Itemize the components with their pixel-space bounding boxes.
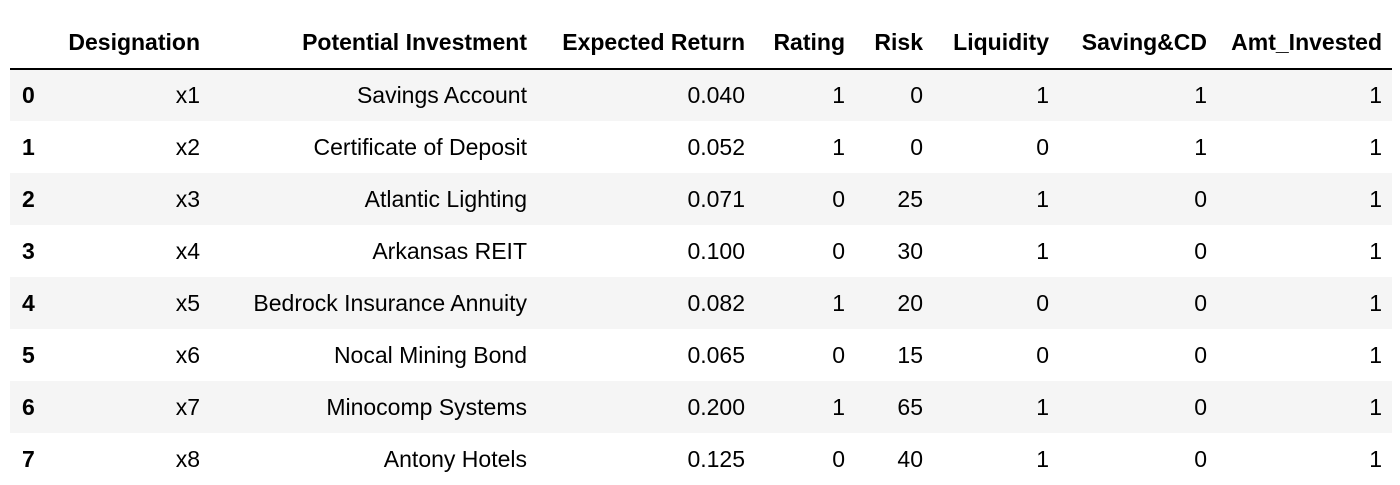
cell-designation: x3: [175, 185, 200, 212]
cell-saving-cd: 0: [1194, 289, 1207, 316]
dataframe-table: Designation Potential Investment Expecte…: [10, 16, 1392, 485]
cell-rating: 0: [832, 341, 845, 368]
cell-designation: x2: [175, 133, 200, 160]
cell-saving-cd: 0: [1194, 393, 1207, 420]
cell-rating: 1: [832, 82, 845, 108]
cell-liquidity: 1: [1036, 82, 1049, 108]
cell-saving-cd: 0: [1194, 341, 1207, 368]
cell-risk: 20: [897, 289, 923, 316]
cell-amt-invested: 1: [1369, 289, 1382, 316]
row-index: 2: [22, 185, 35, 212]
cell-rating: 0: [832, 237, 845, 264]
cell-designation: x5: [175, 289, 200, 316]
cell-expected-return: 0.040: [687, 82, 745, 108]
cell-potential-investment: Certificate of Deposit: [313, 133, 527, 160]
cell-potential-investment: Arkansas REIT: [372, 237, 527, 264]
cell-potential-investment: Bedrock Insurance Annuity: [253, 289, 527, 316]
cell-potential-investment: Antony Hotels: [383, 445, 527, 472]
cell-risk: 40: [897, 445, 923, 472]
cell-rating: 1: [832, 133, 845, 160]
header-liquidity: Liquidity: [933, 16, 1059, 70]
cell-risk: 25: [897, 185, 923, 212]
cell-expected-return: 0.100: [687, 237, 745, 264]
table-row: 1 x2 Certificate of Deposit 0.052 1 0 0 …: [10, 121, 1392, 173]
cell-expected-return: 0.125: [687, 445, 745, 472]
table-row: 2 x3 Atlantic Lighting 0.071 0 25 1 0 1: [10, 173, 1392, 225]
table-row: 3 x4 Arkansas REIT 0.100 0 30 1 0 1: [10, 225, 1392, 277]
cell-potential-investment: Minocomp Systems: [326, 393, 527, 420]
cell-expected-return: 0.200: [687, 393, 745, 420]
table-header: Designation Potential Investment Expecte…: [10, 16, 1392, 70]
cell-liquidity: 0: [1036, 133, 1049, 160]
table-row: 4 x5 Bedrock Insurance Annuity 0.082 1 2…: [10, 277, 1392, 329]
cell-expected-return: 0.052: [687, 133, 745, 160]
cell-saving-cd: 1: [1194, 82, 1207, 108]
cell-liquidity: 1: [1036, 237, 1049, 264]
table-row: 7 x8 Antony Hotels 0.125 0 40 1 0 1: [10, 433, 1392, 485]
cell-designation: x1: [175, 82, 200, 108]
header-row: Designation Potential Investment Expecte…: [10, 16, 1392, 70]
cell-amt-invested: 1: [1369, 237, 1382, 264]
cell-risk: 0: [910, 82, 923, 108]
cell-rating: 0: [832, 445, 845, 472]
cell-designation: x4: [175, 237, 200, 264]
header-amt-invested: Amt_Invested: [1217, 16, 1392, 70]
cell-liquidity: 0: [1036, 289, 1049, 316]
table-body: 0 x1 Savings Account 0.040 1 0 1 1 1 1 x…: [10, 69, 1392, 485]
header-index: [10, 16, 52, 70]
row-index: 5: [22, 341, 35, 368]
cell-amt-invested: 1: [1369, 341, 1382, 368]
cell-risk: 0: [910, 133, 923, 160]
cell-saving-cd: 1: [1194, 133, 1207, 160]
header-potential-investment: Potential Investment: [210, 16, 537, 70]
table-row: 6 x7 Minocomp Systems 0.200 1 65 1 0 1: [10, 381, 1392, 433]
cell-risk: 15: [897, 341, 923, 368]
cell-expected-return: 0.065: [687, 341, 745, 368]
cell-liquidity: 1: [1036, 445, 1049, 472]
cell-liquidity: 1: [1036, 185, 1049, 212]
cell-expected-return: 0.071: [687, 185, 745, 212]
cell-potential-investment: Nocal Mining Bond: [333, 341, 527, 368]
row-index: 1: [22, 133, 35, 160]
cell-potential-investment: Atlantic Lighting: [364, 185, 527, 212]
cell-amt-invested: 1: [1369, 445, 1382, 472]
row-index: 0: [22, 82, 35, 108]
header-designation: Designation: [52, 16, 210, 70]
header-saving-cd: Saving&CD: [1059, 16, 1217, 70]
cell-amt-invested: 1: [1369, 133, 1382, 160]
header-rating: Rating: [755, 16, 855, 70]
table-row: 0 x1 Savings Account 0.040 1 0 1 1 1: [10, 69, 1392, 121]
cell-amt-invested: 1: [1369, 393, 1382, 420]
cell-designation: x6: [175, 341, 200, 368]
cell-saving-cd: 0: [1194, 237, 1207, 264]
cell-potential-investment: Savings Account: [356, 82, 527, 108]
cell-designation: x7: [175, 393, 200, 420]
table-row: 5 x6 Nocal Mining Bond 0.065 0 15 0 0 1: [10, 329, 1392, 381]
cell-rating: 0: [832, 185, 845, 212]
cell-rating: 1: [832, 289, 845, 316]
cell-liquidity: 1: [1036, 393, 1049, 420]
cell-expected-return: 0.082: [687, 289, 745, 316]
cell-amt-invested: 1: [1369, 82, 1382, 108]
cell-risk: 65: [897, 393, 923, 420]
cell-amt-invested: 1: [1369, 185, 1382, 212]
row-index: 4: [22, 289, 35, 316]
cell-risk: 30: [897, 237, 923, 264]
cell-liquidity: 0: [1036, 341, 1049, 368]
cell-designation: x8: [175, 445, 200, 472]
header-expected-return: Expected Return: [537, 16, 755, 70]
row-index: 6: [22, 393, 35, 420]
cell-rating: 1: [832, 393, 845, 420]
header-risk: Risk: [855, 16, 933, 70]
cell-saving-cd: 0: [1194, 445, 1207, 472]
row-index: 7: [22, 445, 35, 472]
row-index: 3: [22, 237, 35, 264]
cell-saving-cd: 0: [1194, 185, 1207, 212]
